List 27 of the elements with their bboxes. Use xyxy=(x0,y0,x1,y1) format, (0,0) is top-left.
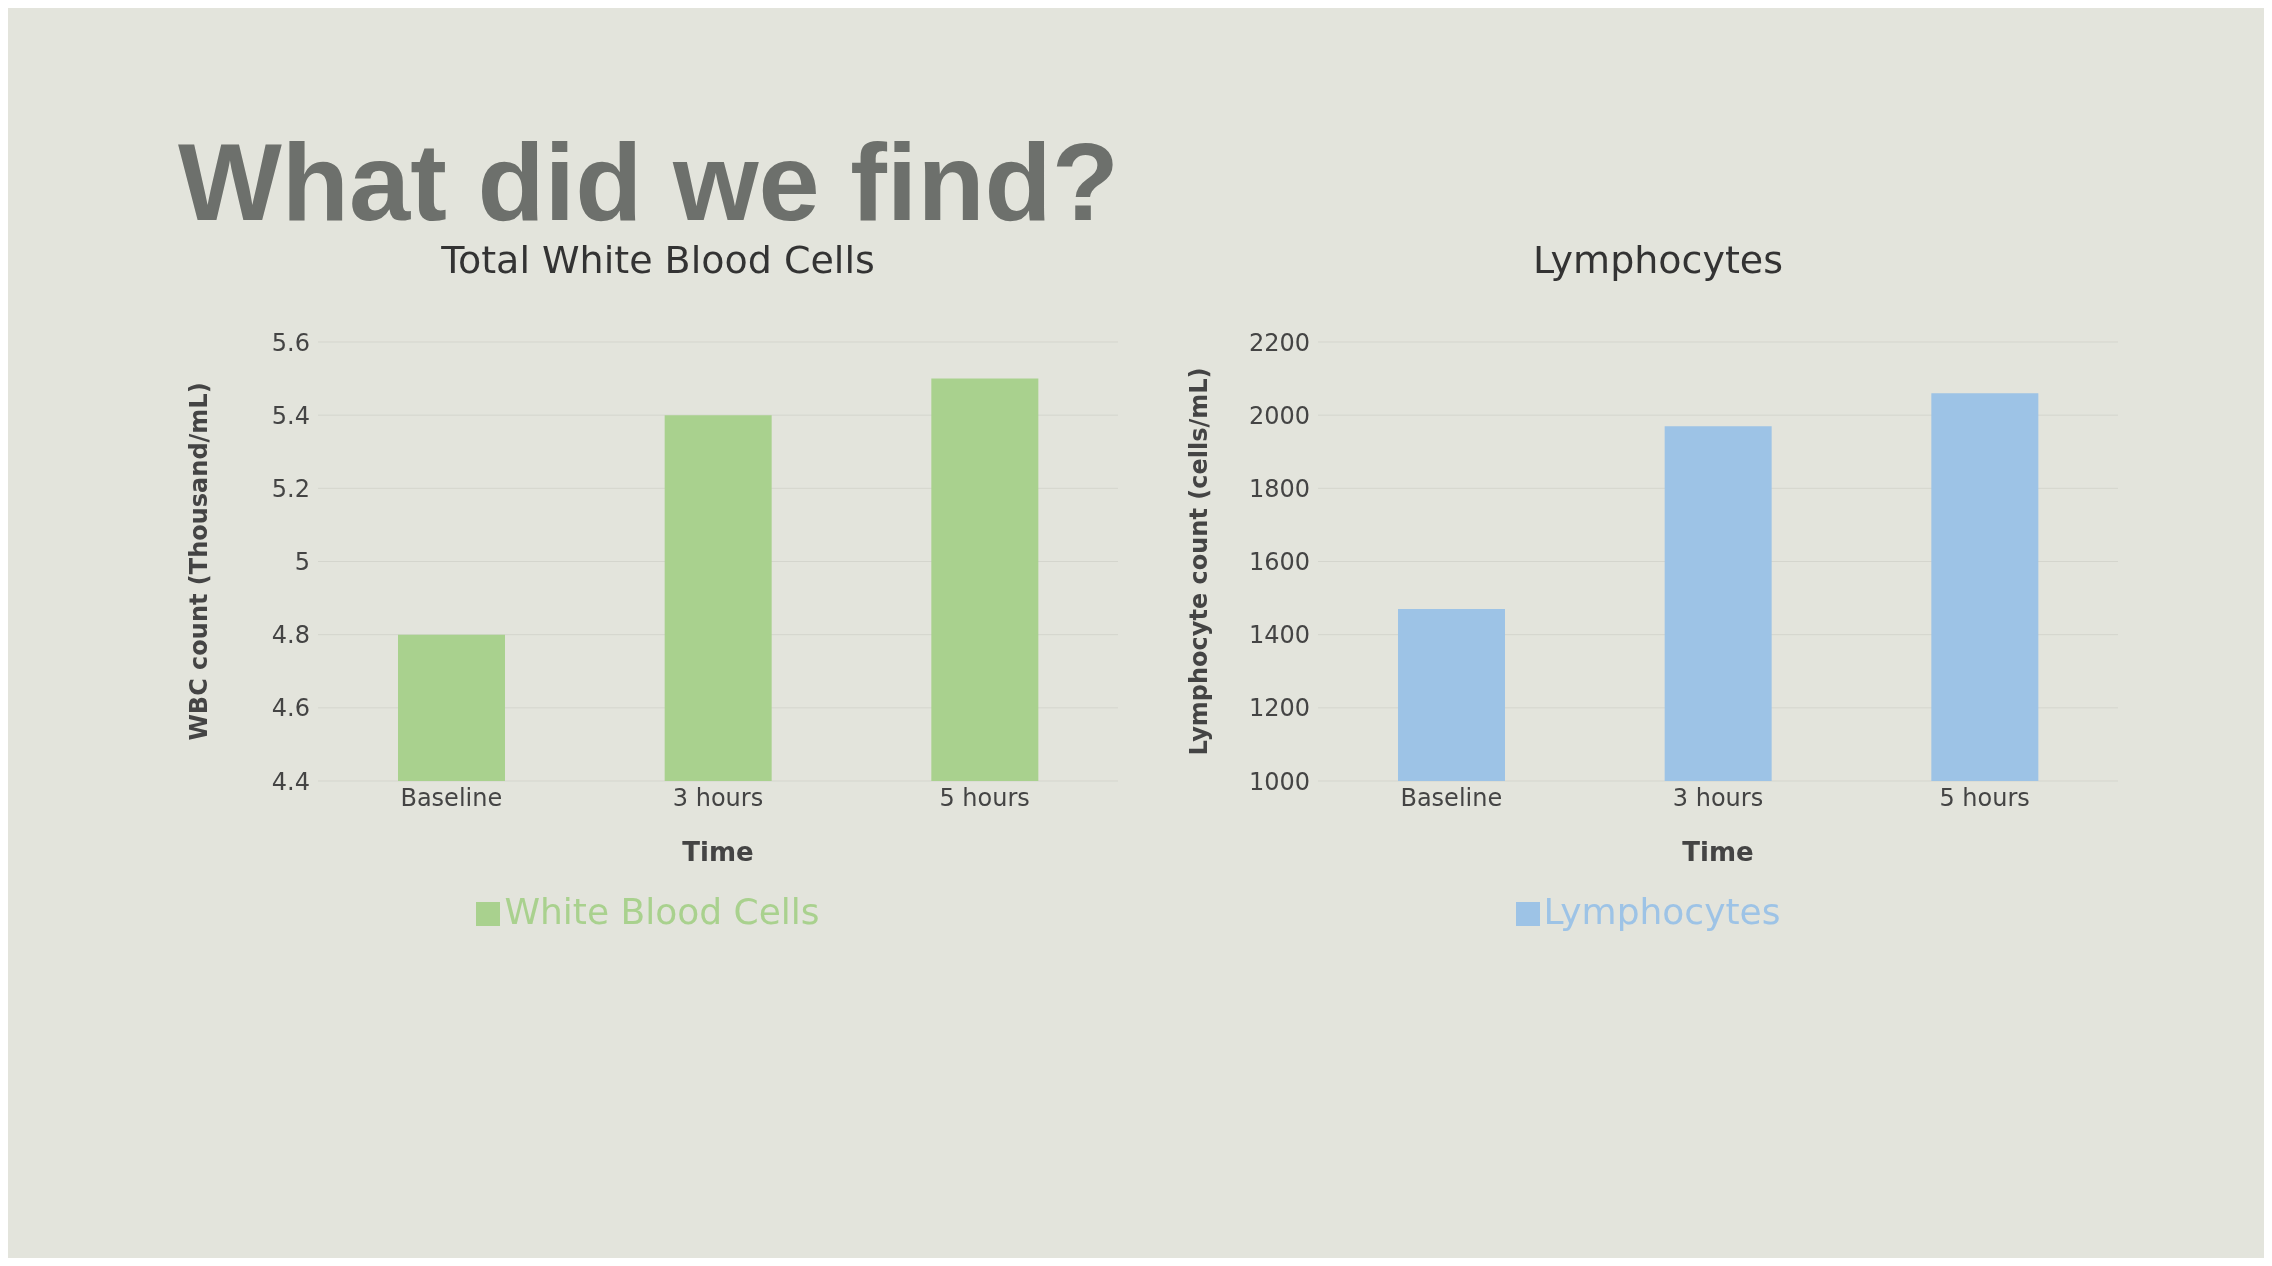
y-tick-label: 4.8 xyxy=(271,621,310,650)
x-tick-label: Baseline xyxy=(400,784,503,813)
x-tick-label: 3 hours xyxy=(672,784,764,813)
y-tick-label: 5 xyxy=(294,548,310,577)
y-tick-label: 5.2 xyxy=(271,474,310,503)
x-tick-label: 5 hours xyxy=(939,784,1030,813)
y-tick-label: 4.4 xyxy=(271,767,310,796)
y-tick-label: 1200 xyxy=(1248,694,1310,723)
y-tick-label: 1800 xyxy=(1248,474,1310,503)
y-tick-label: 2200 xyxy=(1248,328,1310,357)
y-axis-title: Lymphocyte count (cells/mL) xyxy=(1184,367,1213,756)
x-tick-label: Baseline xyxy=(1400,784,1503,813)
chart-title: Lymphocytes xyxy=(1531,238,1785,282)
x-axis-title: Time xyxy=(1682,837,1754,867)
y-tick-label: 1600 xyxy=(1248,548,1310,577)
x-axis-title: Time xyxy=(682,837,754,867)
y-tick-label: 5.6 xyxy=(271,328,310,357)
y-tick-label: 4.6 xyxy=(271,694,310,723)
legend-label: White Blood Cells xyxy=(504,891,820,932)
y-axis-title: WBC count (Thousand/mL) xyxy=(184,382,213,741)
x-tick-label: 5 hours xyxy=(1939,784,2030,813)
y-tick-label: 1000 xyxy=(1248,767,1310,796)
y-tick-label: 5.4 xyxy=(271,401,310,430)
legend-label: Lymphocytes xyxy=(1543,891,1781,932)
y-tick-label: 2000 xyxy=(1248,401,1310,430)
x-tick-label: 3 hours xyxy=(1672,784,1764,813)
y-tick-label: 1400 xyxy=(1248,621,1310,650)
